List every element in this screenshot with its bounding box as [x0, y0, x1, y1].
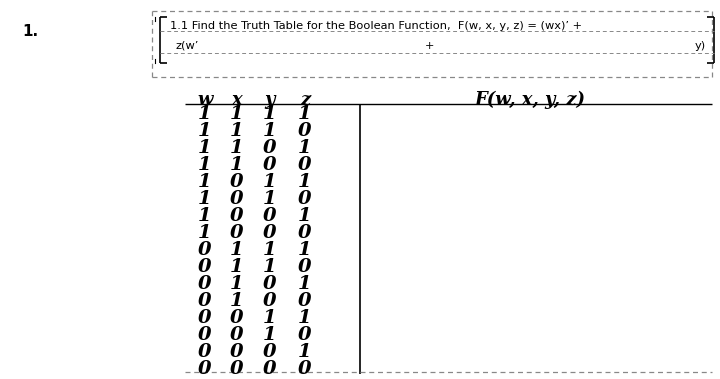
Text: 1: 1: [230, 156, 244, 174]
Text: 0: 0: [298, 122, 312, 140]
Text: 1: 1: [230, 139, 244, 157]
Text: y: y: [265, 91, 275, 109]
Text: 1: 1: [298, 309, 312, 327]
Text: 1: 1: [198, 207, 212, 225]
Text: 0: 0: [298, 224, 312, 242]
Text: 0: 0: [198, 292, 212, 310]
Text: 1: 1: [298, 105, 312, 123]
Text: 1.1 Find the Truth Table for the Boolean Function,  F(w, x, y, z) = (wx)’ +: 1.1 Find the Truth Table for the Boolean…: [170, 21, 582, 31]
Text: 1: 1: [264, 122, 276, 140]
Text: y): y): [695, 41, 706, 51]
Text: 1: 1: [298, 173, 312, 191]
Text: 0: 0: [298, 360, 312, 378]
Text: 0: 0: [264, 292, 276, 310]
Text: 1: 1: [198, 224, 212, 242]
Text: 1: 1: [230, 292, 244, 310]
Text: 1: 1: [264, 258, 276, 276]
Text: 0: 0: [264, 207, 276, 225]
Text: 0: 0: [264, 156, 276, 174]
Text: 1: 1: [198, 139, 212, 157]
Text: 1: 1: [264, 105, 276, 123]
Text: 1: 1: [198, 173, 212, 191]
Text: 0: 0: [198, 343, 212, 361]
Text: 1: 1: [264, 326, 276, 344]
Text: 1: 1: [198, 122, 212, 140]
Text: 1: 1: [230, 275, 244, 293]
Text: z(w’: z(w’: [176, 41, 199, 51]
Text: 0: 0: [198, 275, 212, 293]
Text: 1: 1: [298, 241, 312, 259]
Text: 0: 0: [264, 343, 276, 361]
Text: 1: 1: [230, 122, 244, 140]
Text: 0: 0: [198, 258, 212, 276]
Text: 1: 1: [198, 156, 212, 174]
Text: 0: 0: [230, 360, 244, 378]
Text: 0: 0: [264, 360, 276, 378]
Text: 1: 1: [298, 343, 312, 361]
Text: 1: 1: [230, 241, 244, 259]
Text: 1.: 1.: [22, 24, 38, 39]
Text: 1: 1: [298, 275, 312, 293]
Text: 0: 0: [298, 258, 312, 276]
Text: 1: 1: [198, 105, 212, 123]
Text: 0: 0: [230, 190, 244, 208]
Text: 0: 0: [230, 326, 244, 344]
Text: w: w: [197, 91, 212, 109]
Text: 1: 1: [264, 309, 276, 327]
Text: 0: 0: [298, 326, 312, 344]
Text: 0: 0: [298, 190, 312, 208]
Text: 1: 1: [230, 258, 244, 276]
Text: 0: 0: [264, 275, 276, 293]
Text: 0: 0: [230, 173, 244, 191]
Text: 0: 0: [264, 224, 276, 242]
Text: 0: 0: [298, 156, 312, 174]
Text: 0: 0: [198, 326, 212, 344]
Text: 1: 1: [298, 207, 312, 225]
Text: 0: 0: [230, 309, 244, 327]
Text: +: +: [426, 41, 435, 51]
Text: 0: 0: [298, 292, 312, 310]
Text: 0: 0: [264, 139, 276, 157]
Text: 1: 1: [230, 105, 244, 123]
Text: 0: 0: [230, 343, 244, 361]
Text: x: x: [232, 91, 243, 109]
Text: 1: 1: [264, 173, 276, 191]
Text: 1: 1: [264, 190, 276, 208]
Text: z: z: [300, 91, 310, 109]
Text: F(w, x, y, z): F(w, x, y, z): [474, 91, 585, 109]
Text: 0: 0: [230, 224, 244, 242]
Text: 1: 1: [298, 139, 312, 157]
Text: 1: 1: [198, 190, 212, 208]
Text: 0: 0: [198, 241, 212, 259]
Text: 1: 1: [264, 241, 276, 259]
Text: 0: 0: [230, 207, 244, 225]
Text: 0: 0: [198, 360, 212, 378]
Text: 0: 0: [198, 309, 212, 327]
